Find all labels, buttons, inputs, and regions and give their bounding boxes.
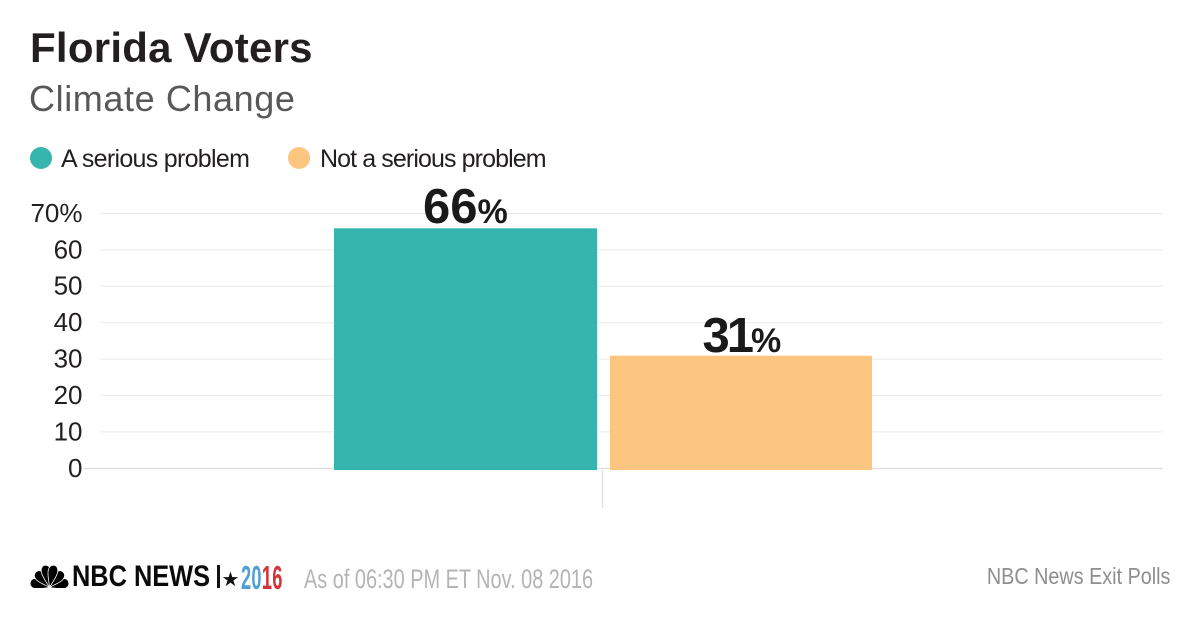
- svg-text:31%: 31%: [703, 309, 782, 363]
- svg-text:50: 50: [54, 271, 83, 301]
- svg-text:40: 40: [54, 307, 83, 337]
- svg-text:30: 30: [54, 344, 83, 374]
- svg-text:60: 60: [54, 234, 83, 264]
- svg-text:66%: 66%: [423, 180, 508, 234]
- svg-text:0: 0: [68, 453, 82, 483]
- svg-text:10: 10: [54, 416, 83, 446]
- svg-text:70%: 70%: [30, 198, 82, 228]
- svg-text:20: 20: [54, 380, 83, 410]
